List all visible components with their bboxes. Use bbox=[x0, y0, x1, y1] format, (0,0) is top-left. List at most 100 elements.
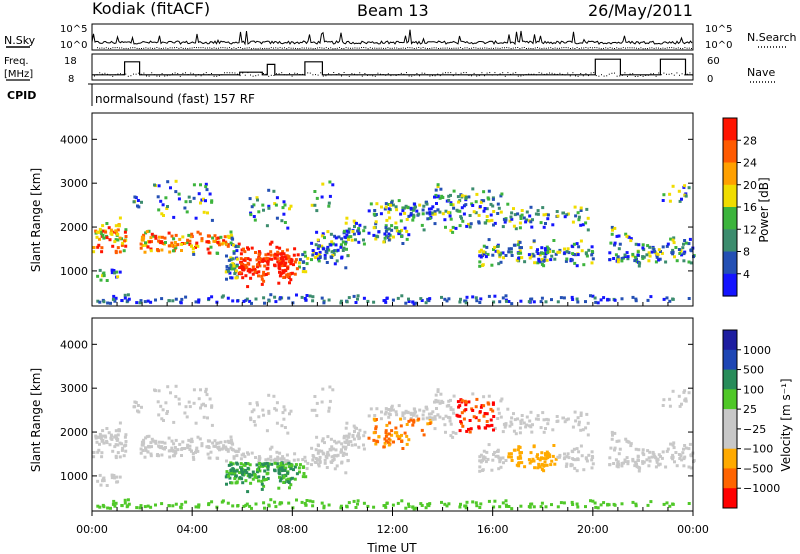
velocity-cell bbox=[286, 431, 290, 435]
power-cell bbox=[252, 203, 256, 207]
velocity-cell bbox=[683, 444, 687, 447]
velocity-cell bbox=[325, 466, 329, 469]
nave-dot bbox=[343, 72, 345, 73]
power-cell bbox=[566, 212, 570, 216]
velocity-cell bbox=[527, 458, 531, 462]
nsearch-dot bbox=[609, 47, 611, 49]
velocity-cell bbox=[174, 438, 178, 442]
nsearch-dot bbox=[526, 48, 527, 49]
power-cell bbox=[487, 294, 491, 298]
power-cell bbox=[249, 213, 253, 217]
nsearch-dot bbox=[413, 48, 415, 49]
velocity-cell bbox=[517, 461, 521, 465]
power-cell bbox=[287, 296, 291, 300]
power-cell bbox=[116, 275, 120, 279]
velocity-cell bbox=[665, 501, 669, 505]
xtick-label: 08:00 bbox=[276, 523, 308, 536]
nsearch-dot bbox=[563, 47, 565, 49]
velocity-cell bbox=[503, 425, 507, 429]
nave-dot bbox=[187, 74, 189, 76]
power-cell bbox=[237, 242, 241, 246]
nsearch-dot bbox=[647, 48, 648, 50]
velocity-cell bbox=[575, 502, 579, 506]
power-cell bbox=[114, 249, 118, 253]
power-cell bbox=[208, 192, 212, 196]
velocity-cell bbox=[374, 418, 378, 421]
power-cell bbox=[629, 237, 633, 241]
power-cell bbox=[172, 215, 176, 219]
velocity-cell bbox=[459, 502, 462, 506]
nsearch-dot bbox=[284, 47, 285, 49]
nsearch-dot bbox=[517, 47, 519, 48]
nave-dot bbox=[317, 74, 319, 76]
power-cell bbox=[559, 296, 563, 300]
power-cell bbox=[136, 204, 139, 208]
velocity-cell bbox=[289, 409, 293, 413]
velocity-cell bbox=[326, 450, 330, 454]
power-cell bbox=[517, 251, 521, 255]
nave-dot bbox=[120, 73, 121, 75]
velocity-cell bbox=[281, 411, 285, 415]
velocity-cell bbox=[498, 505, 502, 509]
power-cell bbox=[543, 247, 547, 251]
power-cell bbox=[580, 249, 584, 253]
power-cell bbox=[661, 199, 665, 202]
velocity-cell bbox=[641, 461, 645, 465]
power-cell bbox=[503, 220, 507, 224]
power-cell bbox=[283, 255, 287, 259]
power-cell bbox=[156, 248, 160, 251]
power-cell bbox=[257, 270, 261, 274]
velocity-cell bbox=[492, 428, 495, 432]
velocity-cell bbox=[278, 479, 282, 483]
nave-dot bbox=[549, 72, 550, 74]
nave-dot bbox=[429, 75, 431, 77]
power-cell bbox=[101, 229, 105, 233]
power-cell bbox=[689, 261, 693, 265]
power-cell bbox=[194, 243, 198, 247]
power-cell bbox=[157, 184, 161, 188]
velocity-cell bbox=[290, 464, 294, 467]
velocity-cell bbox=[433, 415, 437, 419]
velocity-cell bbox=[509, 455, 513, 459]
velocity-cell bbox=[96, 450, 100, 454]
velocity-cell bbox=[565, 455, 569, 459]
velocity-cell bbox=[302, 465, 306, 469]
velocity-cell bbox=[665, 449, 669, 453]
nsearch-dot bbox=[253, 47, 255, 49]
velocity-cell bbox=[556, 419, 560, 423]
power-cell bbox=[330, 240, 334, 244]
power-cell bbox=[197, 300, 201, 304]
velocity-cell bbox=[563, 452, 566, 456]
power-cell bbox=[171, 299, 175, 303]
power-cell bbox=[507, 250, 511, 254]
velocity-cell bbox=[577, 450, 581, 454]
power-cell bbox=[542, 213, 546, 217]
nave-dot bbox=[681, 73, 683, 75]
power-cell bbox=[554, 252, 558, 256]
power-cell bbox=[285, 248, 289, 252]
velocity-cell bbox=[123, 498, 127, 502]
power-cell bbox=[627, 235, 631, 239]
ytick-label: 1000 bbox=[60, 470, 88, 483]
velocity-cell bbox=[144, 436, 148, 440]
velocity-cell bbox=[452, 394, 456, 398]
nave-dot bbox=[296, 73, 298, 75]
ytick-label: 2000 bbox=[60, 426, 88, 439]
nave-dot bbox=[486, 72, 488, 74]
nsearch-dot bbox=[352, 47, 354, 49]
velocity-cell bbox=[585, 459, 589, 463]
velocity-cell bbox=[668, 397, 672, 401]
power-cell bbox=[537, 257, 541, 261]
velocity-cell bbox=[264, 458, 268, 462]
power-cell bbox=[262, 208, 265, 212]
velocity-cell bbox=[426, 422, 430, 426]
nave-dot bbox=[276, 73, 277, 75]
velocity-cell bbox=[380, 410, 383, 414]
nave-dot bbox=[455, 72, 457, 74]
velocity-cell bbox=[544, 505, 548, 509]
power-cell bbox=[587, 248, 591, 252]
freq-trace bbox=[92, 58, 693, 76]
velocity-cell bbox=[350, 443, 354, 447]
velocity-cell bbox=[382, 504, 386, 508]
velocity-cell bbox=[376, 440, 380, 444]
